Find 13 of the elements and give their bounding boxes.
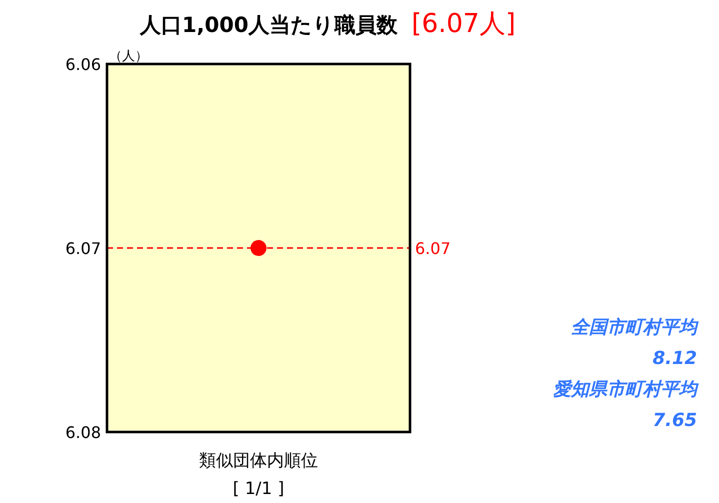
ref-line-label: 6.07 [415,239,451,258]
chart-title: 人口1,000人当たり職員数 [140,13,398,37]
text: 全国市町村平均 [571,317,699,338]
y-axis-title: （人） [109,49,148,64]
y-tick-label: 6.08 [65,423,101,442]
text: 8.12 [652,348,697,369]
text: [6.07人] [411,9,516,39]
y-tick-label: 6.06 [65,55,101,74]
x-axis-title: 類似団体内順位 [199,451,318,471]
text: 愛知県市町村平均 [553,379,699,400]
y-tick-label: 6.07 [65,239,101,258]
text: [ 1/1 ] [232,479,284,499]
text: 7.65 [652,410,697,431]
